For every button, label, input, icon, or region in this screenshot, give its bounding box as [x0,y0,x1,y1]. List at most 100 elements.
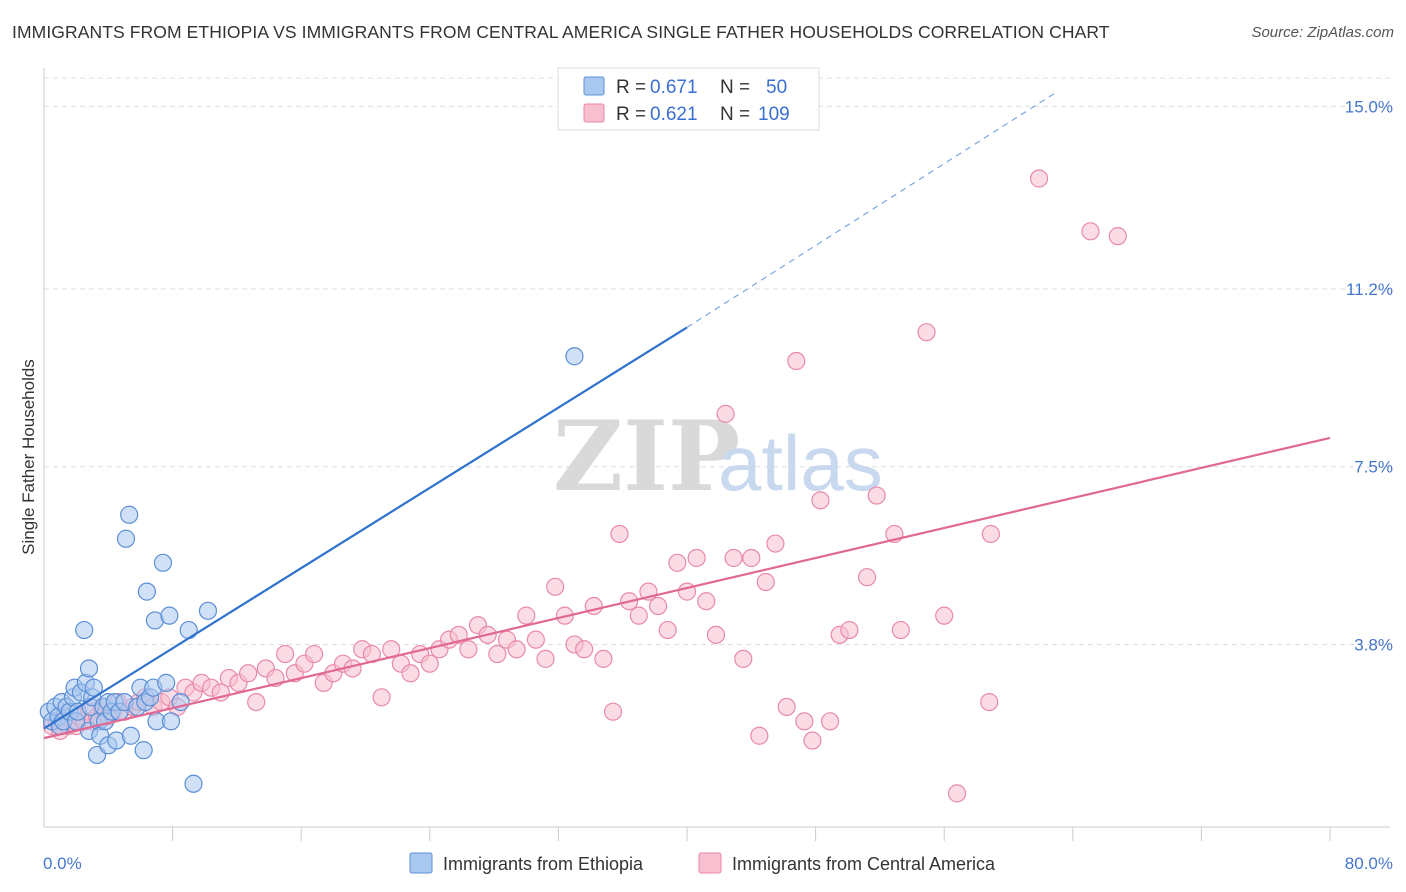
central-america-point [777,697,796,717]
x-tick-label-min: 0.0% [43,854,82,873]
central-america-point [459,640,478,659]
y-tick-label: 15.0% [1345,97,1393,116]
source-credit: Source: ZipAtlas.com [1251,24,1394,41]
central-america-point [276,644,295,664]
central-america-point [706,625,726,644]
central-america-point [980,693,999,712]
ethiopia-point [179,620,198,640]
ethiopia-point [137,582,156,601]
central-america-point [304,644,324,664]
x-minor-ticks [172,827,1331,841]
y-tick-label: 3.8% [1354,635,1393,654]
central-america-point [1108,227,1127,246]
central-america-point [536,649,555,668]
ethiopia-point [153,553,173,572]
central-america-point [803,731,822,750]
central-america-point [935,606,954,625]
legend-swatch-ethiopia [583,76,605,96]
legend-r-label-1: R = [616,77,646,98]
central-america-point [517,606,536,625]
series-ethiopia-points [39,347,584,793]
legend-swatch-central-america [583,103,605,123]
central-america-point [658,620,677,640]
central-america-point [811,491,830,510]
central-america-point [1029,169,1049,188]
central-america-point [787,351,806,371]
bottom-legend-label-ethiopia: Immigrants from Ethiopia [443,854,644,874]
ethiopia-trend-extension [686,91,1058,328]
central-america-point [603,702,623,721]
central-america-point [947,784,967,803]
watermark-atlas: atlas [718,419,883,507]
central-america-point [857,568,877,587]
central-america-point [648,596,668,616]
ethiopia-point [121,726,140,745]
central-america-point [716,404,735,423]
ethiopia-point [157,673,176,692]
axes [43,68,1390,828]
ethiopia-point [79,659,99,678]
legend-r-value-2: 0.621 [650,104,698,125]
central-america-point [239,664,258,683]
legend-r-value-1: 0.671 [650,77,698,98]
central-america-point [724,548,743,568]
central-america-point [507,640,526,659]
central-america-point [756,572,775,592]
central-america-point [449,625,468,644]
central-america-point [610,524,629,544]
central-america-point [546,577,565,596]
central-america-point [795,712,814,731]
central-america-point [697,592,716,611]
legend-n-value-1: 50 [766,77,787,98]
central-america-point [917,323,936,342]
ethiopia-point [160,606,179,625]
grid-lines [44,77,1390,645]
central-america-point [594,649,613,668]
x-tick-label-max: 80.0% [1345,854,1393,873]
central-america-point [734,649,753,668]
central-america-point [420,654,439,673]
bottom-legend-swatch-central-america [698,852,722,874]
y-axis-label: Single Father Households [19,359,38,555]
stats-legend: R = 0.671 N = 50 R = 0.621 N = 109 [557,67,820,131]
ethiopia-trend-line [43,326,688,730]
central-america-point [575,640,594,659]
y-tick-labels: 3.8% 7.5% 11.2% 15.0% [1345,97,1393,654]
bottom-legend: Immigrants from Ethiopia Immigrants from… [409,852,996,874]
legend-n-label-1: N = [720,77,750,98]
central-america-point [247,693,266,712]
central-america-point [668,553,687,572]
watermark: ZIP atlas [553,400,883,513]
central-america-point [372,688,391,707]
central-america-point [488,644,507,664]
central-america-point [981,524,1000,544]
central-america-point [526,630,545,649]
central-america-point [1081,222,1100,241]
central-america-point [891,620,910,640]
ethiopia-point [116,529,136,548]
bottom-legend-label-central-america: Immigrants from Central America [732,854,996,874]
central-america-point [766,534,785,553]
legend-r-label-2: R = [616,104,646,125]
ethiopia-point [184,774,203,793]
ethiopia-point [120,505,139,524]
y-tick-label: 11.2% [1346,280,1393,299]
central-america-point [401,664,420,683]
central-america-point [867,486,886,505]
ethiopia-point [198,601,218,620]
ethiopia-point [161,712,181,731]
ethiopia-point [75,620,94,640]
y-tick-label: 7.5% [1354,458,1393,477]
central-america-point [840,620,859,640]
legend-n-value-2: 109 [758,104,790,125]
legend-n-label-2: N = [720,104,750,125]
central-america-trend-line [43,436,1331,740]
chart-title: IMMIGRANTS FROM ETHIOPIA VS IMMIGRANTS F… [12,22,1110,42]
central-america-point [687,548,706,568]
trend-lines [43,91,1331,740]
ethiopia-point [565,347,584,366]
central-america-point [750,726,769,745]
central-america-point [629,606,648,625]
central-america-point [742,548,761,568]
